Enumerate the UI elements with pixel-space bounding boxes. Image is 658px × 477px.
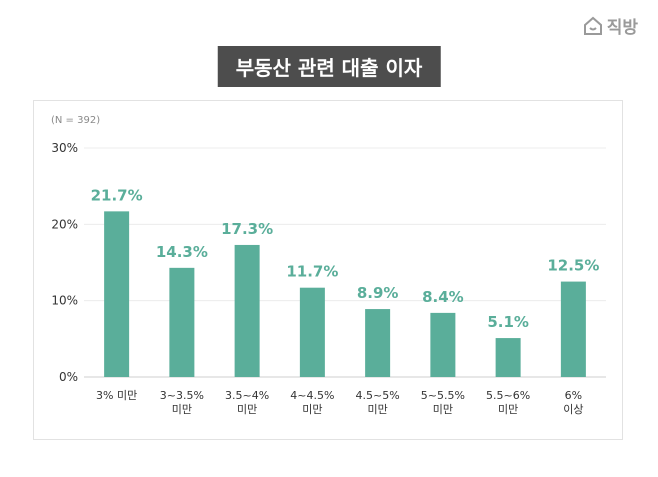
y-tick-label: 30% <box>51 141 78 155</box>
category-label: 미만 <box>237 403 257 416</box>
category-label: 5.5~6% <box>486 389 530 402</box>
value-label: 12.5% <box>547 257 599 275</box>
bar <box>169 267 195 377</box>
category-label: 이상 <box>563 403 583 416</box>
brand-logo: 직방 <box>583 13 638 38</box>
category-label: 5~5.5% <box>421 389 465 402</box>
sample-size-note: (N = 392) <box>51 115 101 126</box>
value-label: 21.7% <box>91 186 143 204</box>
category-label: 3% 미만 <box>96 389 137 402</box>
y-tick-label: 10% <box>51 294 78 308</box>
bar <box>104 211 130 377</box>
value-label: 5.1% <box>487 313 529 331</box>
value-label: 11.7% <box>286 263 338 281</box>
category-label: 미만 <box>433 403 453 416</box>
category-label: 미만 <box>498 403 518 416</box>
category-label: 6% <box>565 389 582 402</box>
y-axis-ticks: 0% 10% 20% 30% <box>51 141 78 384</box>
category-label: 미만 <box>302 403 322 416</box>
category-label: 3~3.5% <box>160 389 204 402</box>
bar <box>299 287 325 377</box>
bar <box>365 309 391 377</box>
value-label: 14.3% <box>156 243 208 261</box>
house-icon <box>583 16 602 35</box>
value-label: 8.9% <box>357 284 399 302</box>
category-labels: 3% 미만 3~3.5%미만3.5~4%미만4~4.5%미만4.5~5%미만5~5… <box>96 389 583 416</box>
brand-name: 직방 <box>606 18 638 38</box>
bar <box>234 244 260 377</box>
category-label: 미만 <box>172 403 192 416</box>
value-label: 8.4% <box>422 288 464 306</box>
bar <box>495 338 521 377</box>
value-label: 17.3% <box>221 220 273 238</box>
y-tick-label: 0% <box>59 370 78 384</box>
value-labels: 21.7% 14.3% 17.3% 11.7% 8.9% 8.4% 5.1% 12.5% <box>91 186 600 331</box>
chart-title: 부동산 관련 대출 이자 <box>217 46 441 87</box>
bar <box>560 281 586 377</box>
category-label: 3.5~4% <box>225 389 269 402</box>
y-tick-label: 20% <box>51 217 78 231</box>
category-label: 4~4.5% <box>290 389 334 402</box>
bars <box>104 211 586 377</box>
chart-panel <box>33 100 623 440</box>
category-label: 미만 <box>368 403 388 416</box>
bar <box>430 312 456 377</box>
category-label: 4.5~5% <box>356 389 400 402</box>
gridlines <box>84 147 606 378</box>
